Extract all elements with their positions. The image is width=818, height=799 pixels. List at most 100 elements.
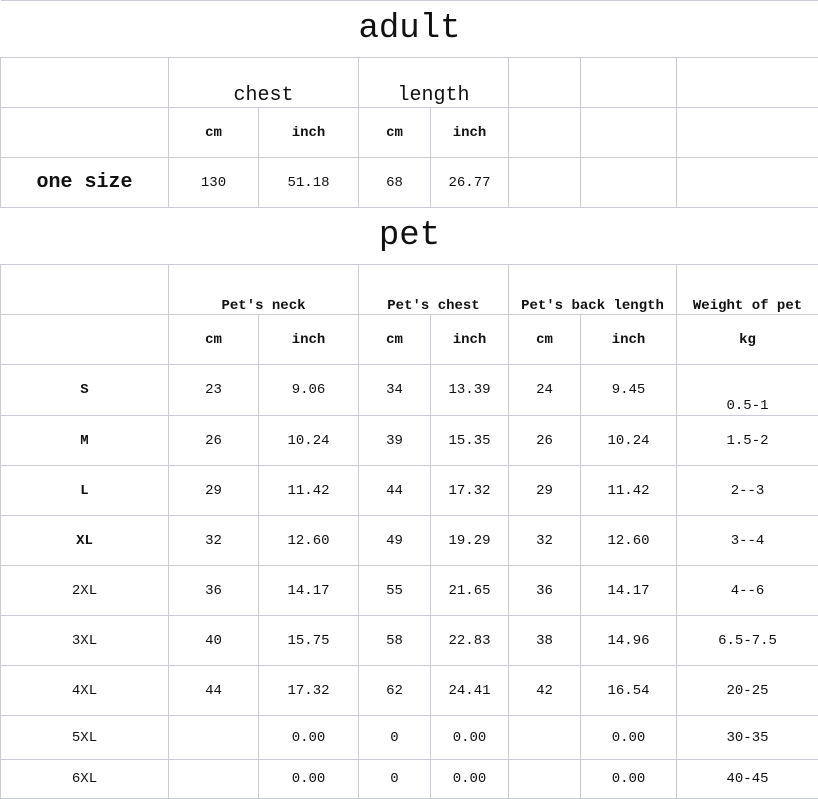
value-cell: 40	[169, 616, 259, 666]
adult-chest-header: chest	[169, 58, 359, 108]
value-cell: 21.65	[431, 566, 509, 616]
value-cell: 0.00	[259, 760, 359, 799]
value-cell: 26	[169, 416, 259, 466]
value-cell: 20-25	[677, 666, 818, 716]
value-cell: 49	[359, 516, 431, 566]
value-cell: 44	[359, 466, 431, 516]
value-cell: 39	[359, 416, 431, 466]
size-label: 2XL	[1, 566, 169, 616]
value-cell: 32	[169, 516, 259, 566]
value-cell: 3--4	[677, 516, 818, 566]
value-cell: 55	[359, 566, 431, 616]
adult-title: adult	[1, 1, 818, 58]
value-cell: 68	[359, 158, 431, 208]
value-cell: 29	[169, 466, 259, 516]
value-cell: 9.06	[259, 365, 359, 416]
size-label: 6XL	[1, 760, 169, 799]
value-cell: 15.75	[259, 616, 359, 666]
adult-row: one size 130 51.18 68 26.77	[1, 158, 818, 208]
value-cell: 4--6	[677, 566, 818, 616]
value-cell: 32	[509, 516, 581, 566]
value-cell: 0.00	[581, 760, 677, 799]
value-cell: 51.18	[259, 158, 359, 208]
value-cell: 13.39	[431, 365, 509, 416]
value-cell	[169, 760, 259, 799]
unit-header: cm	[359, 315, 431, 365]
pet-neck-header: Pet's neck	[169, 265, 359, 315]
unit-header: kg	[677, 315, 818, 365]
value-cell: 12.60	[259, 516, 359, 566]
unit-header: inch	[259, 315, 359, 365]
value-cell: 15.35	[431, 416, 509, 466]
unit-header: inch	[431, 108, 509, 158]
value-cell: 23	[169, 365, 259, 416]
pet-title: pet	[1, 208, 818, 265]
size-label: 5XL	[1, 716, 169, 760]
unit-header: inch	[259, 108, 359, 158]
size-label: L	[1, 466, 169, 516]
value-cell: 11.42	[581, 466, 677, 516]
value-cell: 2--3	[677, 466, 818, 516]
value-cell: 36	[509, 566, 581, 616]
value-cell: 130	[169, 158, 259, 208]
value-cell: 10.24	[259, 416, 359, 466]
value-cell: 10.24	[581, 416, 677, 466]
value-cell	[509, 760, 581, 799]
size-label: XL	[1, 516, 169, 566]
size-label: one size	[1, 158, 169, 208]
value-cell	[509, 716, 581, 760]
size-label: 3XL	[1, 616, 169, 666]
value-cell: 16.54	[581, 666, 677, 716]
unit-header: cm	[359, 108, 431, 158]
unit-header: cm	[169, 315, 259, 365]
value-cell: 0.00	[431, 716, 509, 760]
value-cell: 26.77	[431, 158, 509, 208]
pet-chest-header: Pet's chest	[359, 265, 509, 315]
value-cell: 40-45	[677, 760, 818, 799]
value-cell: 0.00	[431, 760, 509, 799]
unit-header: inch	[581, 315, 677, 365]
size-label: M	[1, 416, 169, 466]
value-cell: 1.5-2	[677, 416, 818, 466]
size-label: S	[1, 365, 169, 416]
size-label: 4XL	[1, 666, 169, 716]
value-cell: 14.96	[581, 616, 677, 666]
value-cell: 42	[509, 666, 581, 716]
value-cell: 22.83	[431, 616, 509, 666]
value-cell: 11.42	[259, 466, 359, 516]
value-cell: 0	[359, 760, 431, 799]
value-cell	[169, 716, 259, 760]
pet-weight-header: Weight of pet	[677, 265, 818, 315]
value-cell: 26	[509, 416, 581, 466]
value-cell: 12.60	[581, 516, 677, 566]
value-cell: 44	[169, 666, 259, 716]
value-cell: 30-35	[677, 716, 818, 760]
value-cell: 6.5-7.5	[677, 616, 818, 666]
adult-length-header: length	[359, 58, 509, 108]
unit-header: inch	[431, 315, 509, 365]
value-cell: 0	[359, 716, 431, 760]
value-cell: 34	[359, 365, 431, 416]
value-cell: 24	[509, 365, 581, 416]
value-cell: 0.00	[581, 716, 677, 760]
value-cell: 0.00	[259, 716, 359, 760]
unit-header: cm	[509, 315, 581, 365]
value-cell: 58	[359, 616, 431, 666]
value-cell: 38	[509, 616, 581, 666]
value-cell: 24.41	[431, 666, 509, 716]
value-cell: 62	[359, 666, 431, 716]
value-cell: 9.45	[581, 365, 677, 416]
unit-header: cm	[169, 108, 259, 158]
value-cell: 14.17	[259, 566, 359, 616]
pet-back-length-header: Pet's back length	[509, 265, 677, 315]
